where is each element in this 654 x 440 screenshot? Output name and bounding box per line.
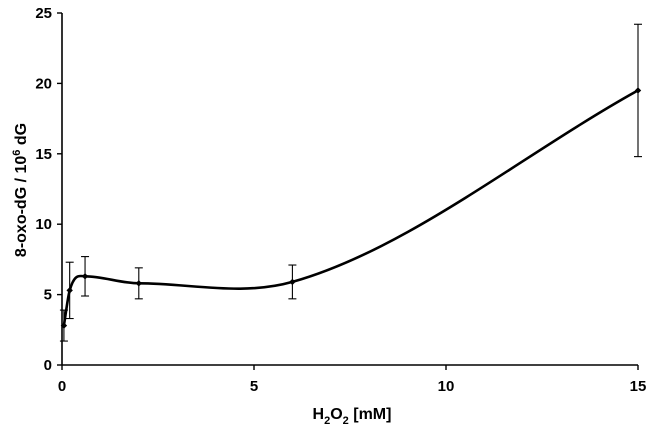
x-tick-label: 0	[58, 378, 66, 395]
y-tick-label: 25	[35, 5, 52, 22]
x-tick-label: 5	[250, 378, 258, 395]
y-tick-label: 20	[35, 75, 52, 92]
x-tick-label: 15	[630, 378, 647, 395]
y-axis-title-tail: dG	[13, 123, 30, 150]
x-axis-title-main: H	[313, 406, 325, 423]
x-axis-title-mid: O	[330, 406, 342, 423]
plot-area	[59, 23, 642, 342]
y-axis-title-main: 8-oxo-dG / 10	[13, 156, 30, 257]
x-axis: 0 5 10 15	[58, 364, 647, 395]
data-point	[81, 273, 89, 280]
data-point	[289, 278, 296, 286]
x-axis-title-sub1: 2	[324, 415, 330, 427]
x-tick-label: 10	[438, 378, 455, 395]
y-axis-title-sup: 6	[11, 150, 23, 156]
x-axis-title-sub2: 2	[343, 415, 349, 427]
y-tick-label: 0	[44, 357, 52, 374]
y-tick-label: 15	[35, 146, 52, 163]
data-point	[135, 280, 142, 287]
y-tick-label: 10	[35, 216, 52, 233]
y-tick-label: 5	[44, 287, 52, 304]
data-point	[66, 287, 73, 294]
y-axis: 0 5 10 15 20 25	[35, 5, 63, 374]
y-axis-title: 8-oxo-dG / 106 dG	[11, 123, 30, 257]
data-point	[634, 87, 642, 94]
x-axis-title-tail: [mM]	[349, 406, 392, 423]
x-axis-title: H2O2 [mM]	[313, 406, 392, 427]
series-line	[62, 89, 639, 326]
